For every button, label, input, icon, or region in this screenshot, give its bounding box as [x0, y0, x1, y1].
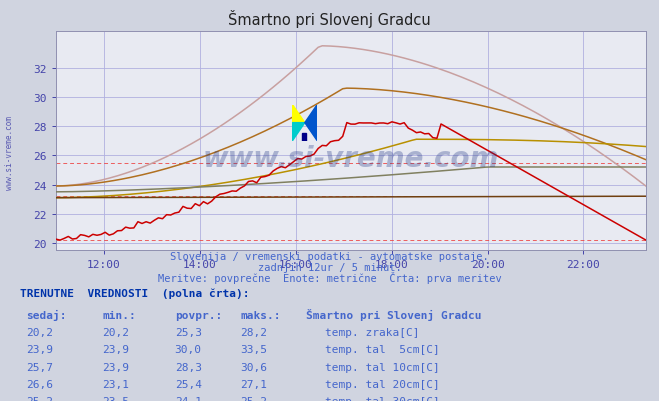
- Text: Šmartno pri Slovenj Gradcu: Šmartno pri Slovenj Gradcu: [306, 308, 482, 320]
- Text: 30,0: 30,0: [175, 344, 202, 354]
- Polygon shape: [293, 124, 305, 142]
- Text: temp. tal 20cm[C]: temp. tal 20cm[C]: [325, 379, 440, 389]
- Text: povpr.:: povpr.:: [175, 310, 222, 320]
- Text: 28,2: 28,2: [241, 327, 268, 337]
- Text: 33,5: 33,5: [241, 344, 268, 354]
- Text: min.:: min.:: [102, 310, 136, 320]
- Text: 26,6: 26,6: [26, 379, 53, 389]
- Text: 23,5: 23,5: [102, 396, 129, 401]
- Text: 25,4: 25,4: [175, 379, 202, 389]
- Text: maks.:: maks.:: [241, 310, 281, 320]
- Text: 30,6: 30,6: [241, 362, 268, 372]
- Polygon shape: [305, 105, 317, 142]
- Text: 20,2: 20,2: [26, 327, 53, 337]
- Text: Slovenija / vremenski podatki - avtomatske postaje.: Slovenija / vremenski podatki - avtomats…: [170, 252, 489, 262]
- Text: 28,3: 28,3: [175, 362, 202, 372]
- Text: 25,2: 25,2: [26, 396, 53, 401]
- Text: temp. tal 10cm[C]: temp. tal 10cm[C]: [325, 362, 440, 372]
- Text: TRENUTNE  VREDNOSTI  (polna črta):: TRENUTNE VREDNOSTI (polna črta):: [20, 288, 249, 298]
- Text: 25,7: 25,7: [26, 362, 53, 372]
- Text: temp. tal  5cm[C]: temp. tal 5cm[C]: [325, 344, 440, 354]
- Text: 25,2: 25,2: [241, 396, 268, 401]
- Text: 23,1: 23,1: [102, 379, 129, 389]
- Text: sedaj:: sedaj:: [26, 309, 67, 320]
- Text: temp. zraka[C]: temp. zraka[C]: [325, 327, 419, 337]
- Text: 27,1: 27,1: [241, 379, 268, 389]
- Text: 23,9: 23,9: [26, 344, 53, 354]
- Text: 25,3: 25,3: [175, 327, 202, 337]
- Bar: [302, 134, 306, 142]
- Text: Meritve: povprečne  Enote: metrične  Črta: prva meritev: Meritve: povprečne Enote: metrične Črta:…: [158, 271, 501, 284]
- Text: www.si-vreme.com: www.si-vreme.com: [5, 115, 14, 189]
- Polygon shape: [293, 105, 305, 124]
- Text: 24,1: 24,1: [175, 396, 202, 401]
- Text: 23,9: 23,9: [102, 362, 129, 372]
- Text: 23,9: 23,9: [102, 344, 129, 354]
- Text: temp. tal 30cm[C]: temp. tal 30cm[C]: [325, 396, 440, 401]
- Text: Šmartno pri Slovenj Gradcu: Šmartno pri Slovenj Gradcu: [228, 10, 431, 28]
- Text: www.si-vreme.com: www.si-vreme.com: [203, 145, 499, 173]
- Text: 20,2: 20,2: [102, 327, 129, 337]
- Text: zadnjih 12ur / 5 minut.: zadnjih 12ur / 5 minut.: [258, 263, 401, 273]
